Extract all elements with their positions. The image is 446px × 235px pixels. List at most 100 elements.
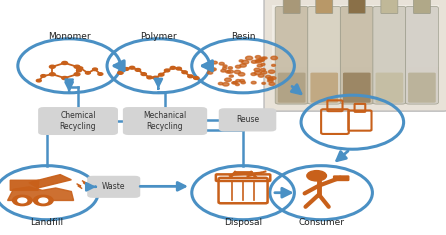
FancyBboxPatch shape	[408, 73, 436, 103]
Circle shape	[212, 61, 217, 64]
FancyBboxPatch shape	[38, 107, 118, 135]
Circle shape	[223, 67, 227, 70]
Polygon shape	[29, 175, 71, 188]
Circle shape	[268, 78, 273, 80]
Circle shape	[219, 62, 224, 65]
Circle shape	[251, 81, 256, 84]
Circle shape	[62, 77, 68, 80]
Circle shape	[260, 68, 265, 71]
Circle shape	[78, 67, 83, 70]
Circle shape	[129, 66, 135, 69]
Circle shape	[263, 57, 267, 59]
Circle shape	[135, 69, 140, 71]
Circle shape	[170, 67, 176, 69]
FancyBboxPatch shape	[316, 0, 333, 14]
Text: Chemical
Recycling: Chemical Recycling	[60, 111, 96, 131]
FancyBboxPatch shape	[264, 0, 446, 111]
Circle shape	[272, 64, 276, 66]
Circle shape	[240, 64, 246, 67]
Circle shape	[259, 58, 264, 61]
Text: Consumer: Consumer	[298, 218, 344, 227]
Circle shape	[254, 68, 260, 71]
Circle shape	[74, 65, 80, 68]
Circle shape	[223, 65, 227, 67]
Circle shape	[18, 198, 27, 203]
Circle shape	[251, 73, 256, 75]
Text: Polymer: Polymer	[140, 32, 177, 41]
Circle shape	[62, 62, 68, 65]
Circle shape	[268, 77, 273, 80]
Text: Landfill: Landfill	[30, 218, 63, 227]
FancyBboxPatch shape	[308, 6, 341, 104]
Circle shape	[269, 82, 275, 85]
Circle shape	[232, 82, 236, 84]
Circle shape	[268, 70, 275, 73]
FancyBboxPatch shape	[343, 73, 371, 103]
Circle shape	[147, 76, 152, 79]
Polygon shape	[8, 187, 74, 200]
Circle shape	[74, 73, 80, 76]
Circle shape	[260, 59, 264, 61]
Text: Mechanical
Recycling: Mechanical Recycling	[144, 111, 186, 131]
Circle shape	[208, 68, 214, 71]
FancyBboxPatch shape	[123, 107, 207, 135]
Circle shape	[268, 79, 273, 82]
Circle shape	[221, 70, 226, 72]
Circle shape	[261, 71, 267, 74]
Circle shape	[85, 72, 90, 74]
Circle shape	[235, 83, 240, 86]
Circle shape	[238, 73, 245, 76]
Circle shape	[241, 81, 245, 84]
Circle shape	[153, 76, 158, 79]
Circle shape	[257, 64, 262, 67]
Circle shape	[211, 68, 216, 71]
Circle shape	[36, 79, 41, 82]
Circle shape	[252, 60, 257, 63]
Circle shape	[261, 57, 265, 59]
Circle shape	[41, 75, 46, 77]
FancyBboxPatch shape	[348, 0, 365, 14]
Text: Waste: Waste	[102, 182, 125, 191]
Text: Resin: Resin	[231, 32, 255, 41]
Circle shape	[207, 71, 213, 74]
Circle shape	[76, 69, 81, 72]
FancyBboxPatch shape	[405, 6, 438, 104]
Circle shape	[254, 71, 261, 75]
Circle shape	[33, 195, 53, 206]
Circle shape	[270, 77, 276, 80]
Circle shape	[50, 73, 55, 76]
FancyBboxPatch shape	[278, 73, 306, 103]
FancyBboxPatch shape	[373, 6, 406, 104]
FancyBboxPatch shape	[381, 0, 398, 14]
Text: Monomer: Monomer	[48, 32, 91, 41]
Circle shape	[50, 65, 55, 68]
FancyBboxPatch shape	[334, 176, 349, 180]
Circle shape	[39, 198, 48, 203]
Circle shape	[271, 56, 277, 60]
Circle shape	[255, 60, 261, 63]
Circle shape	[228, 67, 232, 69]
Circle shape	[194, 77, 199, 79]
Circle shape	[118, 71, 123, 74]
Circle shape	[98, 73, 103, 75]
Circle shape	[265, 75, 271, 78]
FancyBboxPatch shape	[310, 73, 338, 103]
Circle shape	[261, 63, 265, 66]
Circle shape	[223, 82, 229, 86]
Circle shape	[159, 73, 164, 76]
Circle shape	[256, 60, 260, 62]
Circle shape	[236, 80, 240, 82]
Circle shape	[240, 79, 244, 82]
Circle shape	[246, 56, 253, 60]
Circle shape	[262, 82, 265, 84]
Circle shape	[307, 171, 326, 181]
Circle shape	[182, 71, 187, 74]
FancyBboxPatch shape	[219, 108, 277, 132]
Circle shape	[234, 70, 240, 74]
Text: Reuse: Reuse	[236, 115, 259, 124]
FancyBboxPatch shape	[340, 6, 373, 104]
FancyBboxPatch shape	[413, 0, 430, 14]
Circle shape	[225, 78, 231, 82]
FancyBboxPatch shape	[376, 73, 403, 103]
Circle shape	[188, 75, 193, 78]
